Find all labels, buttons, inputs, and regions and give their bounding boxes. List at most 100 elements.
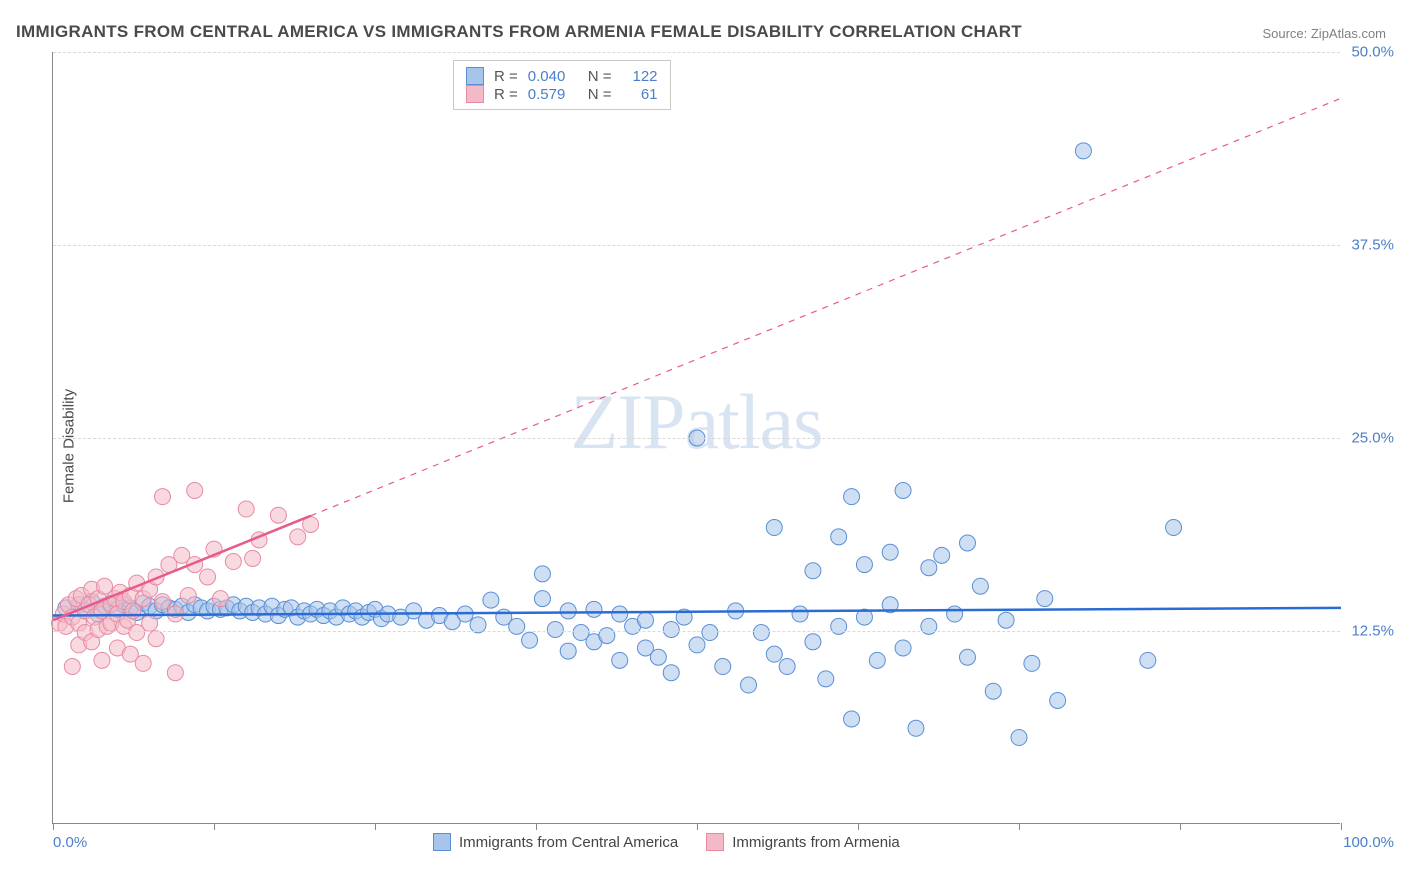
n-value: 122 <box>622 68 658 85</box>
scatter-point <box>985 683 1001 699</box>
gridline-h <box>53 245 1340 246</box>
y-tick-label: 12.5% <box>1351 623 1394 640</box>
x-tick-label-min: 0.0% <box>53 834 87 851</box>
scatter-point <box>1050 692 1066 708</box>
scatter-point <box>715 659 731 675</box>
n-label: N = <box>588 68 612 85</box>
gridline-h <box>53 631 1340 632</box>
plot-area: ZIPatlas R =0.040N =122R =0.579N =61 0.0… <box>52 52 1340 824</box>
legend-swatch <box>706 833 724 851</box>
scatter-point <box>187 482 203 498</box>
legend-item: Immigrants from Armenia <box>706 833 900 851</box>
x-tick <box>1180 823 1181 830</box>
stats-row: R = 0.040 N = 122 <box>466 67 658 85</box>
scatter-point <box>1075 143 1091 159</box>
scatter-point <box>882 544 898 560</box>
scatter-point <box>94 652 110 668</box>
legend-label: Immigrants from Armenia <box>732 834 900 851</box>
scatter-point <box>167 665 183 681</box>
x-tick <box>214 823 215 830</box>
y-tick-label: 37.5% <box>1351 237 1394 254</box>
scatter-point <box>1037 591 1053 607</box>
scatter-point <box>154 489 170 505</box>
scatter-point <box>663 665 679 681</box>
scatter-point <box>702 625 718 641</box>
legend-label: Immigrants from Central America <box>459 834 678 851</box>
scatter-point <box>1024 655 1040 671</box>
scatter-point <box>637 612 653 628</box>
scatter-point <box>534 591 550 607</box>
scatter-point <box>959 649 975 665</box>
gridline-h <box>53 438 1340 439</box>
scatter-point <box>792 606 808 622</box>
scatter-point <box>225 554 241 570</box>
x-tick <box>536 823 537 830</box>
x-tick <box>1019 823 1020 830</box>
scatter-point <box>180 587 196 603</box>
n-label: N = <box>588 86 612 103</box>
scatter-point <box>270 507 286 523</box>
scatter-point <box>238 501 254 517</box>
chart-title: IMMIGRANTS FROM CENTRAL AMERICA VS IMMIG… <box>16 22 1022 42</box>
scatter-point <box>766 520 782 536</box>
trendline-armenia-dashed <box>311 98 1341 515</box>
scatter-point <box>779 659 795 675</box>
scatter-point <box>560 643 576 659</box>
legend-item: Immigrants from Central America <box>433 833 678 851</box>
scatter-point <box>908 720 924 736</box>
x-tick <box>858 823 859 830</box>
scatter-point <box>245 550 261 566</box>
scatter-point <box>689 637 705 653</box>
scatter-point <box>135 655 151 671</box>
n-value: 61 <box>622 86 658 103</box>
scatter-point <box>586 601 602 617</box>
legend-bottom: Immigrants from Central America Immigrant… <box>433 833 900 851</box>
scatter-point <box>947 606 963 622</box>
r-label: R = <box>494 68 518 85</box>
scatter-point <box>741 677 757 693</box>
scatter-point <box>818 671 834 687</box>
series-swatch <box>466 67 484 85</box>
chart-container: IMMIGRANTS FROM CENTRAL AMERICA VS IMMIG… <box>0 0 1406 892</box>
scatter-point <box>998 612 1014 628</box>
scatter-point <box>663 621 679 637</box>
scatter-point <box>650 649 666 665</box>
r-value: 0.040 <box>528 68 578 85</box>
scatter-point <box>844 489 860 505</box>
scatter-point <box>972 578 988 594</box>
scatter-point <box>64 659 80 675</box>
x-tick <box>1341 823 1342 830</box>
r-label: R = <box>494 86 518 103</box>
scatter-point <box>522 632 538 648</box>
scatter-point <box>1166 520 1182 536</box>
scatter-point <box>1011 730 1027 746</box>
scatter-point <box>483 592 499 608</box>
scatter-point <box>612 652 628 668</box>
scatter-point <box>148 631 164 647</box>
y-tick-label: 50.0% <box>1351 44 1394 61</box>
stats-legend-box: R = 0.040 N = 122 R = 0.579 N = 61 <box>453 60 671 110</box>
scatter-point <box>534 566 550 582</box>
x-tick <box>375 823 376 830</box>
scatter-point <box>560 603 576 619</box>
source-attribution: Source: ZipAtlas.com <box>1262 26 1386 41</box>
scatter-point <box>895 640 911 656</box>
scatter-point <box>895 482 911 498</box>
scatter-point <box>959 535 975 551</box>
r-value: 0.579 <box>528 86 578 103</box>
scatter-point <box>856 557 872 573</box>
scatter-point <box>869 652 885 668</box>
scatter-point <box>154 594 170 610</box>
scatter-point <box>844 711 860 727</box>
gridline-h <box>53 52 1340 53</box>
series-swatch <box>466 85 484 103</box>
scatter-point <box>142 615 158 631</box>
legend-swatch <box>433 833 451 851</box>
scatter-point <box>200 569 216 585</box>
x-tick <box>697 823 698 830</box>
scatter-point <box>805 634 821 650</box>
scatter-point <box>805 563 821 579</box>
scatter-point <box>1140 652 1156 668</box>
x-tick-label-max: 100.0% <box>1343 834 1394 851</box>
scatter-point <box>753 625 769 641</box>
